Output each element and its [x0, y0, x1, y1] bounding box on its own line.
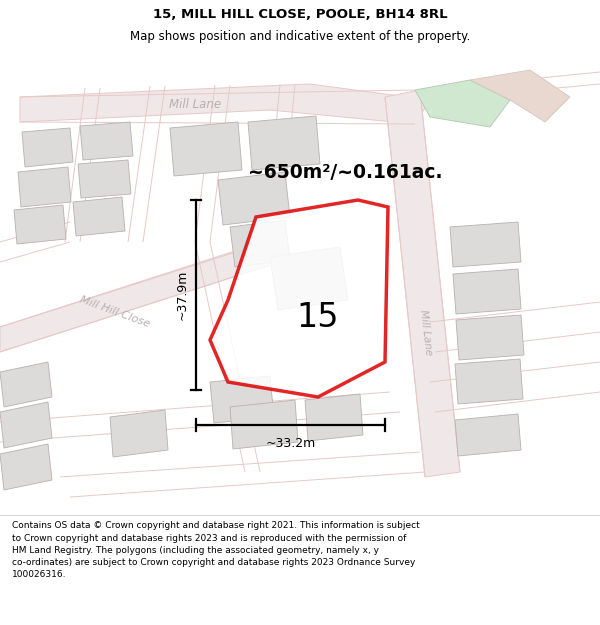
Text: Mill Lane: Mill Lane — [169, 98, 221, 111]
Polygon shape — [455, 359, 523, 404]
Text: ~37.9m: ~37.9m — [176, 270, 188, 320]
Text: Map shows position and indicative extent of the property.: Map shows position and indicative extent… — [130, 30, 470, 43]
Polygon shape — [218, 172, 290, 225]
Polygon shape — [14, 205, 66, 244]
Polygon shape — [0, 362, 52, 407]
Polygon shape — [73, 197, 125, 236]
Polygon shape — [22, 128, 73, 167]
Polygon shape — [305, 394, 363, 441]
Polygon shape — [415, 80, 510, 127]
Text: 15, MILL HILL CLOSE, POOLE, BH14 8RL: 15, MILL HILL CLOSE, POOLE, BH14 8RL — [152, 8, 448, 21]
Polygon shape — [270, 247, 348, 310]
Polygon shape — [0, 402, 52, 448]
Text: Mill Lane: Mill Lane — [418, 309, 434, 356]
Text: 15: 15 — [297, 301, 339, 334]
Polygon shape — [110, 410, 168, 457]
Polygon shape — [230, 220, 290, 267]
Polygon shape — [453, 269, 521, 314]
Polygon shape — [20, 84, 430, 124]
Polygon shape — [230, 400, 298, 449]
Text: Mill Hill Close: Mill Hill Close — [79, 294, 151, 329]
Polygon shape — [210, 376, 274, 423]
Polygon shape — [0, 444, 52, 490]
Polygon shape — [248, 116, 320, 170]
Polygon shape — [0, 238, 280, 352]
Polygon shape — [456, 315, 524, 360]
Polygon shape — [450, 222, 521, 267]
Polygon shape — [170, 122, 242, 176]
Polygon shape — [210, 200, 388, 397]
Polygon shape — [470, 70, 570, 122]
Polygon shape — [385, 90, 460, 477]
Text: Contains OS data © Crown copyright and database right 2021. This information is : Contains OS data © Crown copyright and d… — [12, 521, 420, 579]
Polygon shape — [455, 414, 521, 456]
Text: ~33.2m: ~33.2m — [265, 436, 316, 449]
Polygon shape — [80, 122, 133, 160]
Text: ~650m²/~0.161ac.: ~650m²/~0.161ac. — [248, 162, 443, 181]
Polygon shape — [18, 167, 71, 207]
Polygon shape — [78, 160, 131, 198]
